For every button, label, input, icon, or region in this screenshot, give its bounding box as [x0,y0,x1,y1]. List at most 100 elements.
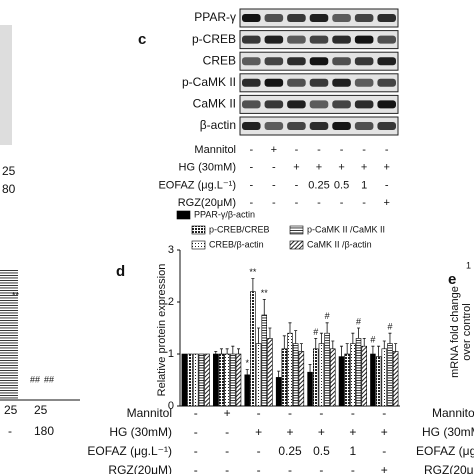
condition-value: - [225,463,229,474]
condition-value: - [382,406,386,420]
blot-band [264,14,284,22]
blot-band [264,122,284,130]
error-bar [388,332,392,344]
legend-swatch [191,225,206,235]
blot-band [264,57,284,66]
bar [235,353,242,407]
condition-value: - [225,425,229,439]
bar [230,353,236,407]
bar [261,314,268,407]
error-bar [219,348,223,354]
condition-label: EOFAZ (μg.L⁻¹) [158,179,236,191]
bar [187,353,193,407]
y-axis-title: over control [461,303,473,360]
condition-value: + [286,425,293,439]
condition-value: - [257,406,261,420]
blot-band [332,14,351,22]
error-bar [288,322,292,334]
blot-band [264,100,284,109]
blot-band [287,35,306,44]
bar [255,343,262,407]
condition-value: - [317,144,321,156]
condition-label: Mannitol [127,406,172,420]
blot-label: CREB [203,53,236,67]
condition-value: - [249,179,253,191]
condition-value: - [194,425,198,439]
panel-d-label: d [116,263,125,280]
blot-band [309,100,329,109]
condition-value: - [385,144,389,156]
blot-band [332,35,351,44]
blot-band [332,122,351,130]
condition-value: 1 [361,179,367,191]
condition-value: - [340,144,344,156]
legend-label: p-CaMK II /CaMK II [307,224,385,234]
blot-band [309,78,329,87]
blot-label: PPAR-γ [194,10,236,24]
bar [330,348,336,407]
condition-label: HG (30mM) [109,425,172,439]
bar [355,338,362,407]
condition-value: - [194,463,198,474]
blot-band [377,100,396,109]
error-bar [339,345,343,357]
error-bar [331,340,335,349]
error-bar [225,348,229,354]
significance-mark: # [370,335,375,345]
significance-mark: # [325,311,330,321]
blot-band [377,78,396,87]
blot-label: p-CaMK II [182,75,236,89]
condition-label: RGZ(20μM) [424,463,474,474]
error-bar [257,327,261,344]
blot-band [354,78,374,87]
condition-value: + [293,162,299,174]
bar [292,343,299,407]
condition-value: - [272,197,276,209]
error-bar [237,348,241,354]
blot-band [242,100,261,109]
blot-label: β-actin [200,118,236,132]
panel-letter: c [138,31,146,48]
blot-band [287,100,306,109]
error-bar [377,345,381,357]
condition-label: RGZ(20μM) [108,463,172,474]
legend-swatch [289,225,304,235]
panel-letter: d [116,263,125,280]
partial-blot [0,25,12,145]
bar [392,351,399,407]
legend-swatch [176,210,191,220]
error-bar [245,369,249,375]
y-axis-title: mRNA fold change [449,286,461,378]
condition-label: RGZ(20μM) [178,197,236,209]
partial-bars [0,270,18,400]
error-bar [345,343,349,354]
significance-mark: ## [30,374,40,384]
partial-label: 25 [4,403,18,417]
blot-band [377,35,396,44]
condition-value: - [319,463,323,474]
bar [318,343,325,407]
condition-value: - [249,144,253,156]
error-bar [357,327,361,339]
blot-band [309,122,329,130]
bar [361,345,367,407]
bar [307,371,313,407]
condition-value: - [295,144,299,156]
significance-mark: # [356,316,361,326]
bar [213,353,219,407]
bar [370,353,376,407]
blot-band [264,78,284,87]
error-bar [308,364,312,373]
bar [275,377,282,407]
partial-label: 180 [34,424,54,438]
legend-label: p-CREB/CREB [209,224,270,234]
condition-value: + [338,162,344,174]
blot-band [354,14,374,22]
bar [312,348,319,407]
error-bar [299,343,303,352]
condition-value: - [257,444,261,458]
error-bar [371,345,375,354]
error-bar [325,322,329,334]
panel-e-label: e [448,271,456,288]
